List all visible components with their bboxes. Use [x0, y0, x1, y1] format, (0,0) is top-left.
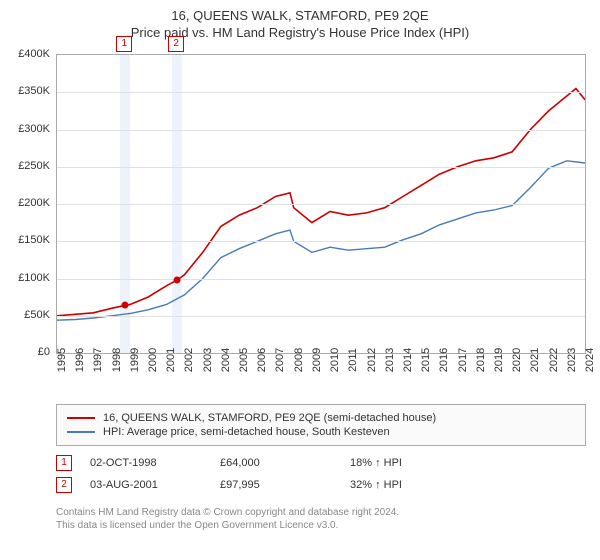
plot-area — [56, 54, 586, 354]
series-line — [57, 89, 585, 316]
sale-marker-icon: 2 — [56, 477, 72, 493]
sale-delta: 32% ↑ HPI — [350, 479, 480, 491]
gridline — [57, 204, 585, 205]
x-axis-label: 2015 — [420, 348, 432, 372]
gridline — [57, 279, 585, 280]
legend-box: 16, QUEENS WALK, STAMFORD, PE9 2QE (semi… — [56, 404, 586, 446]
chart-area: £0 £50K £100K £150K £200K £250K £300K £350K £400… — [0, 44, 600, 404]
legend-label: HPI: Average price, semi-detached house,… — [103, 426, 390, 438]
x-axis-label: 2023 — [566, 348, 578, 372]
x-axis-label: 2000 — [147, 348, 159, 372]
x-axis-label: 2005 — [238, 348, 250, 372]
title-block: 16, QUEENS WALK, STAMFORD, PE9 2QE Price… — [0, 0, 600, 44]
footer-line: This data is licensed under the Open Gov… — [56, 519, 586, 532]
y-axis-label: £0 — [6, 346, 50, 358]
y-axis-label: £150K — [6, 234, 50, 246]
sale-marker-flag: 2 — [168, 36, 184, 52]
x-axis-label: 2010 — [329, 348, 341, 372]
y-axis-label: £400K — [6, 48, 50, 60]
x-axis-label: 2009 — [311, 348, 323, 372]
footer-attribution: Contains HM Land Registry data © Crown c… — [56, 506, 586, 532]
x-axis-label: 2022 — [548, 348, 560, 372]
x-axis-label: 2017 — [457, 348, 469, 372]
x-axis-label: 2018 — [475, 348, 487, 372]
x-axis-label: 2006 — [256, 348, 268, 372]
x-axis-label: 2020 — [511, 348, 523, 372]
sale-row: 1 02-OCT-1998 £64,000 18% ↑ HPI — [56, 452, 586, 474]
y-axis-label: £250K — [6, 160, 50, 172]
legend-label: 16, QUEENS WALK, STAMFORD, PE9 2QE (semi… — [103, 412, 436, 424]
y-axis-label: £350K — [6, 85, 50, 97]
gridline — [57, 241, 585, 242]
x-axis-label: 1996 — [74, 348, 86, 372]
sale-row: 2 03-AUG-2001 £97,995 32% ↑ HPI — [56, 474, 586, 496]
y-axis-label: £50K — [6, 309, 50, 321]
x-axis-label: 2008 — [293, 348, 305, 372]
chart-title: 16, QUEENS WALK, STAMFORD, PE9 2QE — [0, 8, 600, 23]
sale-price: £64,000 — [220, 457, 350, 469]
x-axis-label: 2011 — [347, 348, 359, 372]
x-axis-label: 1999 — [129, 348, 141, 372]
y-axis-label: £100K — [6, 272, 50, 284]
x-axis-label: 2021 — [529, 348, 541, 372]
sale-dot — [174, 276, 181, 283]
sale-marker-icon: 1 — [56, 455, 72, 471]
x-axis-label: 2013 — [384, 348, 396, 372]
chart-container: 16, QUEENS WALK, STAMFORD, PE9 2QE Price… — [0, 0, 600, 532]
x-axis-label: 2001 — [165, 348, 177, 372]
legend-swatch — [67, 417, 95, 419]
sale-date: 03-AUG-2001 — [90, 479, 220, 491]
y-axis-label: £200K — [6, 197, 50, 209]
x-axis-label: 2016 — [438, 348, 450, 372]
legend-item: HPI: Average price, semi-detached house,… — [67, 425, 575, 439]
gridline — [57, 92, 585, 93]
x-axis-label: 2024 — [584, 348, 596, 372]
x-axis-label: 2003 — [202, 348, 214, 372]
x-axis-label: 2019 — [493, 348, 505, 372]
sale-date: 02-OCT-1998 — [90, 457, 220, 469]
x-axis-label: 1995 — [56, 348, 68, 372]
x-axis-label: 2004 — [220, 348, 232, 372]
x-axis-label: 2014 — [402, 348, 414, 372]
gridline — [57, 316, 585, 317]
sale-marker-flag: 1 — [116, 36, 132, 52]
x-axis-label: 2002 — [183, 348, 195, 372]
footer-line: Contains HM Land Registry data © Crown c… — [56, 506, 586, 519]
x-axis-label: 1998 — [111, 348, 123, 372]
x-axis-label: 2007 — [274, 348, 286, 372]
gridline — [57, 130, 585, 131]
x-axis-label: 1997 — [92, 348, 104, 372]
x-axis-label: 2012 — [366, 348, 378, 372]
sales-table: 1 02-OCT-1998 £64,000 18% ↑ HPI 2 03-AUG… — [56, 452, 586, 496]
gridline — [57, 167, 585, 168]
legend-swatch — [67, 431, 95, 433]
sale-delta: 18% ↑ HPI — [350, 457, 480, 469]
sale-price: £97,995 — [220, 479, 350, 491]
legend-item: 16, QUEENS WALK, STAMFORD, PE9 2QE (semi… — [67, 411, 575, 425]
chart-subtitle: Price paid vs. HM Land Registry's House … — [0, 25, 600, 40]
sale-dot — [122, 302, 129, 309]
y-axis-label: £300K — [6, 123, 50, 135]
